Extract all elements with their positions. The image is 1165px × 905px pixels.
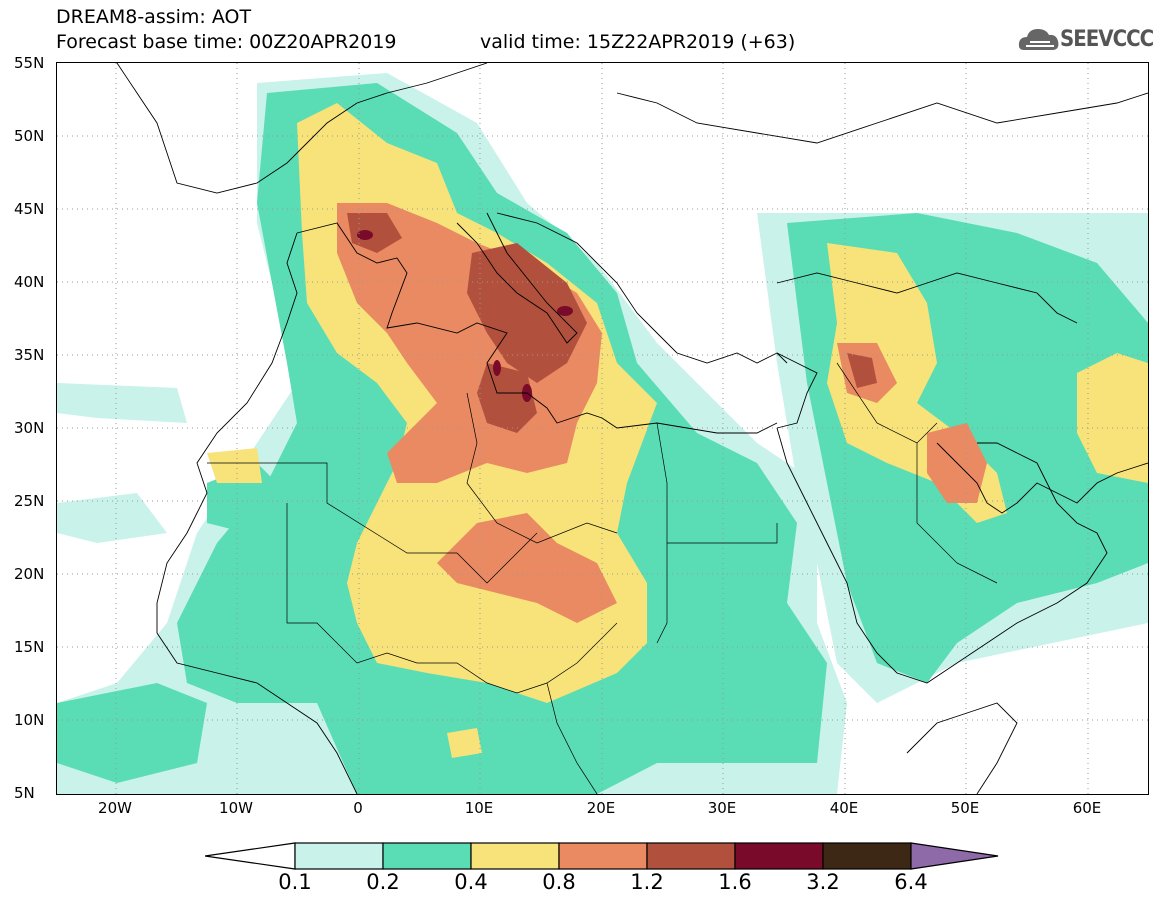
aot-map — [56, 62, 1149, 795]
colorbar-segment — [294, 842, 384, 870]
colorbar-segment — [822, 842, 912, 870]
lon-label: 20W — [98, 799, 132, 817]
lat-label: 20N — [14, 565, 45, 583]
lat-label: 45N — [14, 200, 45, 218]
lat-label: 5N — [14, 784, 35, 802]
lon-label: 20E — [586, 799, 616, 817]
aot-field-1.2 — [347, 213, 877, 433]
graticule — [57, 63, 1148, 794]
lat-label: 30N — [14, 419, 45, 437]
country-borders — [207, 362, 998, 794]
colorbar-label: 0.2 — [366, 870, 400, 894]
colorbar-label: 0.1 — [278, 870, 312, 894]
lat-label: 40N — [14, 273, 45, 291]
lat-label: 10N — [14, 711, 45, 729]
colorbar-segment — [734, 842, 824, 870]
colorbar-label: 0.4 — [454, 870, 488, 894]
lat-label: 55N — [14, 54, 45, 72]
forecast-base-time: Forecast base time: 00Z20APR2019 — [56, 31, 397, 53]
lon-label: 30E — [707, 799, 737, 817]
colorbar-segment — [646, 842, 736, 870]
lon-label: 10E — [464, 799, 494, 817]
colorbar-segment — [470, 842, 560, 870]
lon-label: 50E — [950, 799, 980, 817]
coastlines — [116, 63, 1148, 794]
colorbar-segment — [558, 842, 648, 870]
colorbar-label: 3.2 — [806, 870, 840, 894]
lon-label: 0 — [353, 799, 363, 817]
lat-label: 25N — [14, 492, 45, 510]
colorbar-over-arrow — [910, 842, 999, 870]
lat-label: 35N — [14, 346, 45, 364]
lon-label: 10W — [219, 799, 253, 817]
colorbar-under-arrow — [205, 842, 296, 870]
colorbar-label: 1.2 — [630, 870, 664, 894]
colorbar-segment — [382, 842, 472, 870]
colorbar-label: 0.8 — [542, 870, 576, 894]
colorbar-label: 1.6 — [718, 870, 752, 894]
lat-label: 15N — [14, 638, 45, 656]
lon-label: 60E — [1072, 799, 1102, 817]
lon-label: 40E — [829, 799, 859, 817]
cloud-icon — [1018, 29, 1059, 50]
lat-label: 50N — [14, 127, 45, 145]
valid-time: valid time: 15Z22APR2019 (+63) — [480, 31, 796, 53]
logo-text: SEEVCCC — [1060, 27, 1154, 52]
colorbar — [205, 842, 999, 870]
colorbar-label: 6.4 — [894, 870, 928, 894]
map-title: DREAM8-assim: AOT — [56, 6, 252, 28]
